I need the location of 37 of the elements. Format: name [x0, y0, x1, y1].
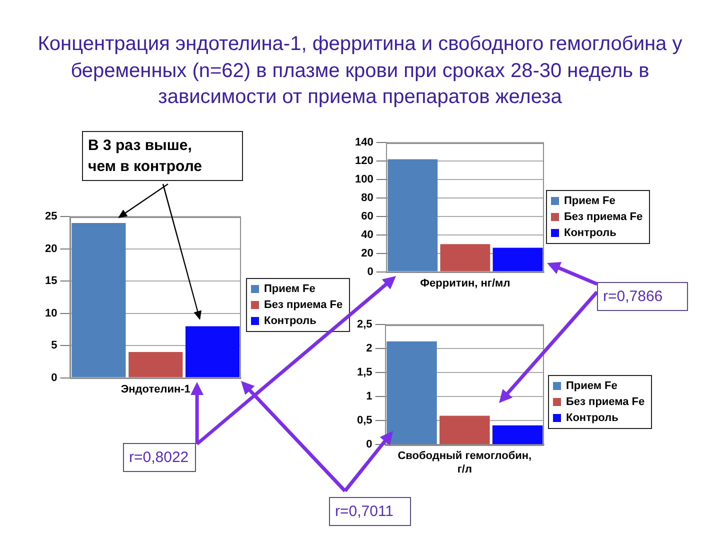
legend-label: Без приема Fe [264, 299, 343, 311]
y-tick-label: 120 [354, 155, 374, 168]
legend-label: Контроль [264, 315, 316, 327]
text: r=0,7011 [329, 497, 411, 526]
y-tick-label: 100 [354, 174, 374, 186]
legend-label: Прием Fe [264, 283, 316, 295]
legend-label: Контроль [566, 412, 618, 424]
y-tick-label: 2 [366, 342, 372, 355]
legend-label: Прием Fe [566, 380, 618, 392]
y-tick-label: 40 [361, 228, 374, 241]
y-tick-label: 0 [51, 372, 58, 384]
y-tick-label: 20 [44, 242, 58, 255]
x-axis-title: Свободный гемоглобин, г/л [398, 450, 532, 476]
y-tick-label: 80 [361, 192, 374, 204]
y-tick-label: 5 [51, 340, 58, 352]
y-tick-label: 15 [44, 275, 58, 288]
y-tick-label: 25 [44, 210, 58, 223]
x-axis-title: Ферритин, нг/мл [420, 277, 510, 290]
legend-label: Без приема Fe [564, 211, 643, 223]
legend-label: Прием Fe [564, 195, 616, 207]
text: r=0,8022 [123, 443, 196, 472]
text: r=0,7866 [597, 282, 688, 311]
y-tick-label: 0,5 [356, 414, 372, 427]
y-tick-label: 140 [354, 136, 374, 149]
y-tick-label: 1,5 [356, 366, 372, 379]
y-tick-label: 60 [361, 210, 374, 222]
y-tick-label: 0 [366, 438, 372, 451]
y-tick-label: 10 [44, 307, 58, 320]
y-tick-label: 1 [366, 390, 372, 403]
text: В 3 раз выше, чем в контроле [82, 131, 243, 181]
y-tick-label: 0 [367, 266, 374, 278]
y-tick-label: 2,5 [356, 318, 372, 331]
legend-label: Контроль [564, 227, 616, 239]
y-tick-label: 20 [361, 247, 374, 260]
x-axis-title: Эндотелин-1 [120, 383, 190, 396]
text: Концентрация эндотелина-1, ферритина и свободного гемоглобина у беременных (n=62) в плазме крови при сроках 28-30 недель в зависимости от приема препаратов железа [36, 32, 684, 110]
legend-label: Без приема Fe [566, 396, 645, 408]
